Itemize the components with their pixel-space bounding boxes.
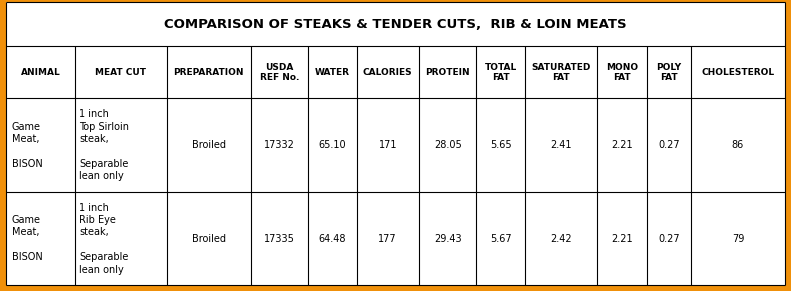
Text: 0.27: 0.27 <box>658 140 680 150</box>
Text: COMPARISON OF STEAKS & TENDER CUTS,  RIB & LOIN MEATS: COMPARISON OF STEAKS & TENDER CUTS, RIB … <box>165 18 626 31</box>
Text: TOTAL
FAT: TOTAL FAT <box>484 63 517 82</box>
Text: CHOLESTEROL: CHOLESTEROL <box>702 68 774 77</box>
Text: 86: 86 <box>732 140 744 150</box>
Text: SATURATED
FAT: SATURATED FAT <box>532 63 591 82</box>
Text: 28.05: 28.05 <box>433 140 461 150</box>
Text: 2.41: 2.41 <box>551 140 572 150</box>
Text: 29.43: 29.43 <box>433 233 461 244</box>
Text: Broiled: Broiled <box>191 233 225 244</box>
Text: MEAT CUT: MEAT CUT <box>95 68 146 77</box>
Text: 79: 79 <box>732 233 744 244</box>
Text: PREPARATION: PREPARATION <box>173 68 244 77</box>
Text: Broiled: Broiled <box>191 140 225 150</box>
Text: 17332: 17332 <box>264 140 295 150</box>
Text: 1 inch
Rib Eye
steak,

Separable
lean only: 1 inch Rib Eye steak, Separable lean onl… <box>79 203 129 274</box>
Text: 65.10: 65.10 <box>319 140 346 150</box>
Text: 1 inch
Top Sirloin
steak,

Separable
lean only: 1 inch Top Sirloin steak, Separable lean… <box>79 109 130 181</box>
Text: CALORIES: CALORIES <box>363 68 413 77</box>
Text: 5.67: 5.67 <box>490 233 512 244</box>
Text: POLY
FAT: POLY FAT <box>657 63 682 82</box>
Text: 2.21: 2.21 <box>611 140 633 150</box>
Text: 0.27: 0.27 <box>658 233 680 244</box>
Text: 177: 177 <box>378 233 397 244</box>
Text: 64.48: 64.48 <box>319 233 346 244</box>
Text: 5.65: 5.65 <box>490 140 512 150</box>
Text: 2.42: 2.42 <box>550 233 572 244</box>
Text: USDA
REF No.: USDA REF No. <box>259 63 299 82</box>
Text: WATER: WATER <box>315 68 350 77</box>
Text: 17335: 17335 <box>264 233 295 244</box>
Text: ANIMAL: ANIMAL <box>21 68 60 77</box>
Text: Game
Meat,

BISON: Game Meat, BISON <box>12 122 43 169</box>
Text: Game
Meat,

BISON: Game Meat, BISON <box>12 215 43 262</box>
Text: 171: 171 <box>378 140 397 150</box>
Text: PROTEIN: PROTEIN <box>426 68 470 77</box>
Text: MONO
FAT: MONO FAT <box>606 63 638 82</box>
Text: 2.21: 2.21 <box>611 233 633 244</box>
